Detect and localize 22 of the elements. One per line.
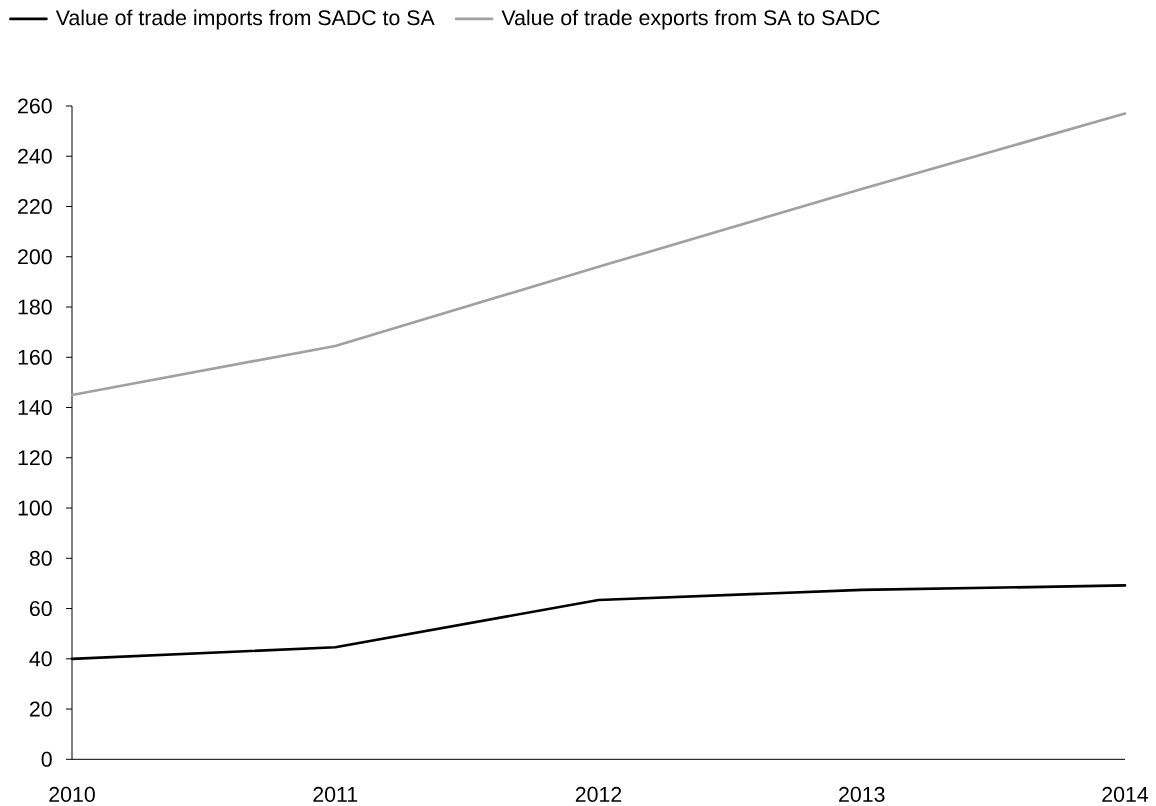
y-tick-label: 60	[29, 601, 52, 617]
x-tick-label: 2011	[313, 786, 358, 802]
x-tick-label: 2014	[1102, 786, 1149, 802]
y-tick-label: 260	[18, 98, 52, 114]
x-tick-label: 2010	[49, 786, 95, 802]
y-tick-label: 80	[29, 550, 52, 566]
legend-label: Value of trade exports from SA to SADC	[501, 9, 880, 30]
x-tick-label: 2013	[839, 786, 885, 802]
legend-label: Value of trade imports from SADC to SA	[55, 9, 435, 30]
y-tick-label: 40	[29, 651, 52, 667]
y-tick-label: 220	[18, 198, 52, 215]
y-tick-label: 180	[18, 299, 52, 315]
y-tick-label: 240	[18, 148, 52, 164]
y-tick-label: 100	[18, 500, 52, 516]
y-tick-label: 20	[29, 701, 52, 717]
y-tick-label: 0	[41, 751, 52, 767]
y-tick-label: 160	[18, 349, 52, 365]
y-tick-label: 140	[18, 399, 52, 416]
y-tick-label: 120	[18, 450, 52, 466]
line-series	[70, 112, 1127, 397]
x-tick-label: 2012	[575, 786, 622, 802]
y-tick-label: 200	[18, 249, 52, 265]
